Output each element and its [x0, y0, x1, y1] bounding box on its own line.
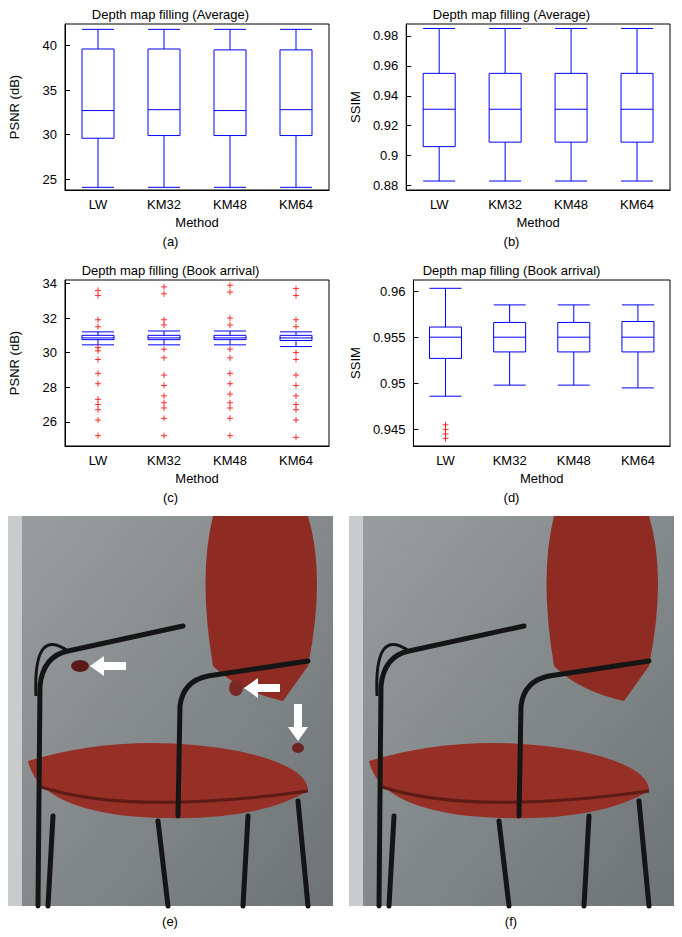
svg-text:KM32: KM32 [147, 453, 181, 468]
svg-text:(f): (f) [505, 914, 517, 929]
svg-text:LW: LW [436, 453, 455, 468]
svg-text:0.96: 0.96 [380, 284, 405, 299]
svg-text:35: 35 [43, 83, 57, 98]
svg-text:0.945: 0.945 [373, 422, 406, 437]
svg-text:Method: Method [175, 215, 218, 230]
svg-text:Depth map filling (Book arriva: Depth map filling (Book arrival) [82, 263, 260, 278]
svg-text:SSIM: SSIM [348, 91, 363, 123]
svg-text:(d): (d) [504, 490, 520, 505]
svg-text:(a): (a) [163, 234, 179, 249]
svg-text:KM48: KM48 [213, 197, 247, 212]
svg-text:Depth map filling (Average): Depth map filling (Average) [92, 7, 249, 22]
svg-text:25: 25 [43, 172, 57, 187]
svg-text:KM32: KM32 [493, 453, 527, 468]
svg-text:Method: Method [520, 471, 563, 486]
svg-text:32: 32 [43, 311, 57, 326]
svg-text:LW: LW [430, 197, 449, 212]
svg-text:KM48: KM48 [554, 197, 588, 212]
svg-text:28: 28 [43, 380, 57, 395]
svg-text:0.88: 0.88 [373, 178, 398, 193]
svg-text:0.92: 0.92 [373, 118, 398, 133]
svg-text:LW: LW [89, 197, 108, 212]
svg-text:0.98: 0.98 [373, 28, 398, 43]
svg-text:(e): (e) [162, 914, 178, 929]
svg-text:PSNR (dB): PSNR (dB) [7, 331, 22, 395]
svg-text:Method: Method [516, 215, 559, 230]
svg-text:30: 30 [43, 127, 57, 142]
svg-text:40: 40 [43, 38, 57, 53]
svg-text:KM64: KM64 [620, 197, 654, 212]
svg-text:KM48: KM48 [557, 453, 591, 468]
svg-text:Method: Method [175, 471, 218, 486]
svg-text:KM32: KM32 [147, 197, 181, 212]
svg-text:KM32: KM32 [488, 197, 522, 212]
svg-text:34: 34 [43, 276, 57, 291]
svg-text:KM48: KM48 [213, 453, 247, 468]
svg-text:(c): (c) [163, 490, 178, 505]
svg-text:Depth map filling (Average): Depth map filling (Average) [433, 7, 590, 22]
svg-text:KM64: KM64 [279, 453, 313, 468]
svg-text:LW: LW [89, 453, 108, 468]
svg-text:Depth map filling (Book arriva: Depth map filling (Book arrival) [423, 263, 601, 278]
svg-text:26: 26 [43, 414, 57, 429]
svg-text:0.96: 0.96 [373, 58, 398, 73]
svg-text:0.9: 0.9 [380, 148, 398, 163]
svg-text:30: 30 [43, 345, 57, 360]
svg-text:(b): (b) [504, 234, 520, 249]
svg-text:KM64: KM64 [621, 453, 655, 468]
svg-text:0.955: 0.955 [373, 330, 406, 345]
svg-text:SSIM: SSIM [348, 347, 363, 379]
svg-text:KM64: KM64 [279, 197, 313, 212]
svg-text:PSNR (dB): PSNR (dB) [7, 75, 22, 139]
svg-text:0.94: 0.94 [373, 88, 398, 103]
svg-text:0.95: 0.95 [380, 376, 405, 391]
